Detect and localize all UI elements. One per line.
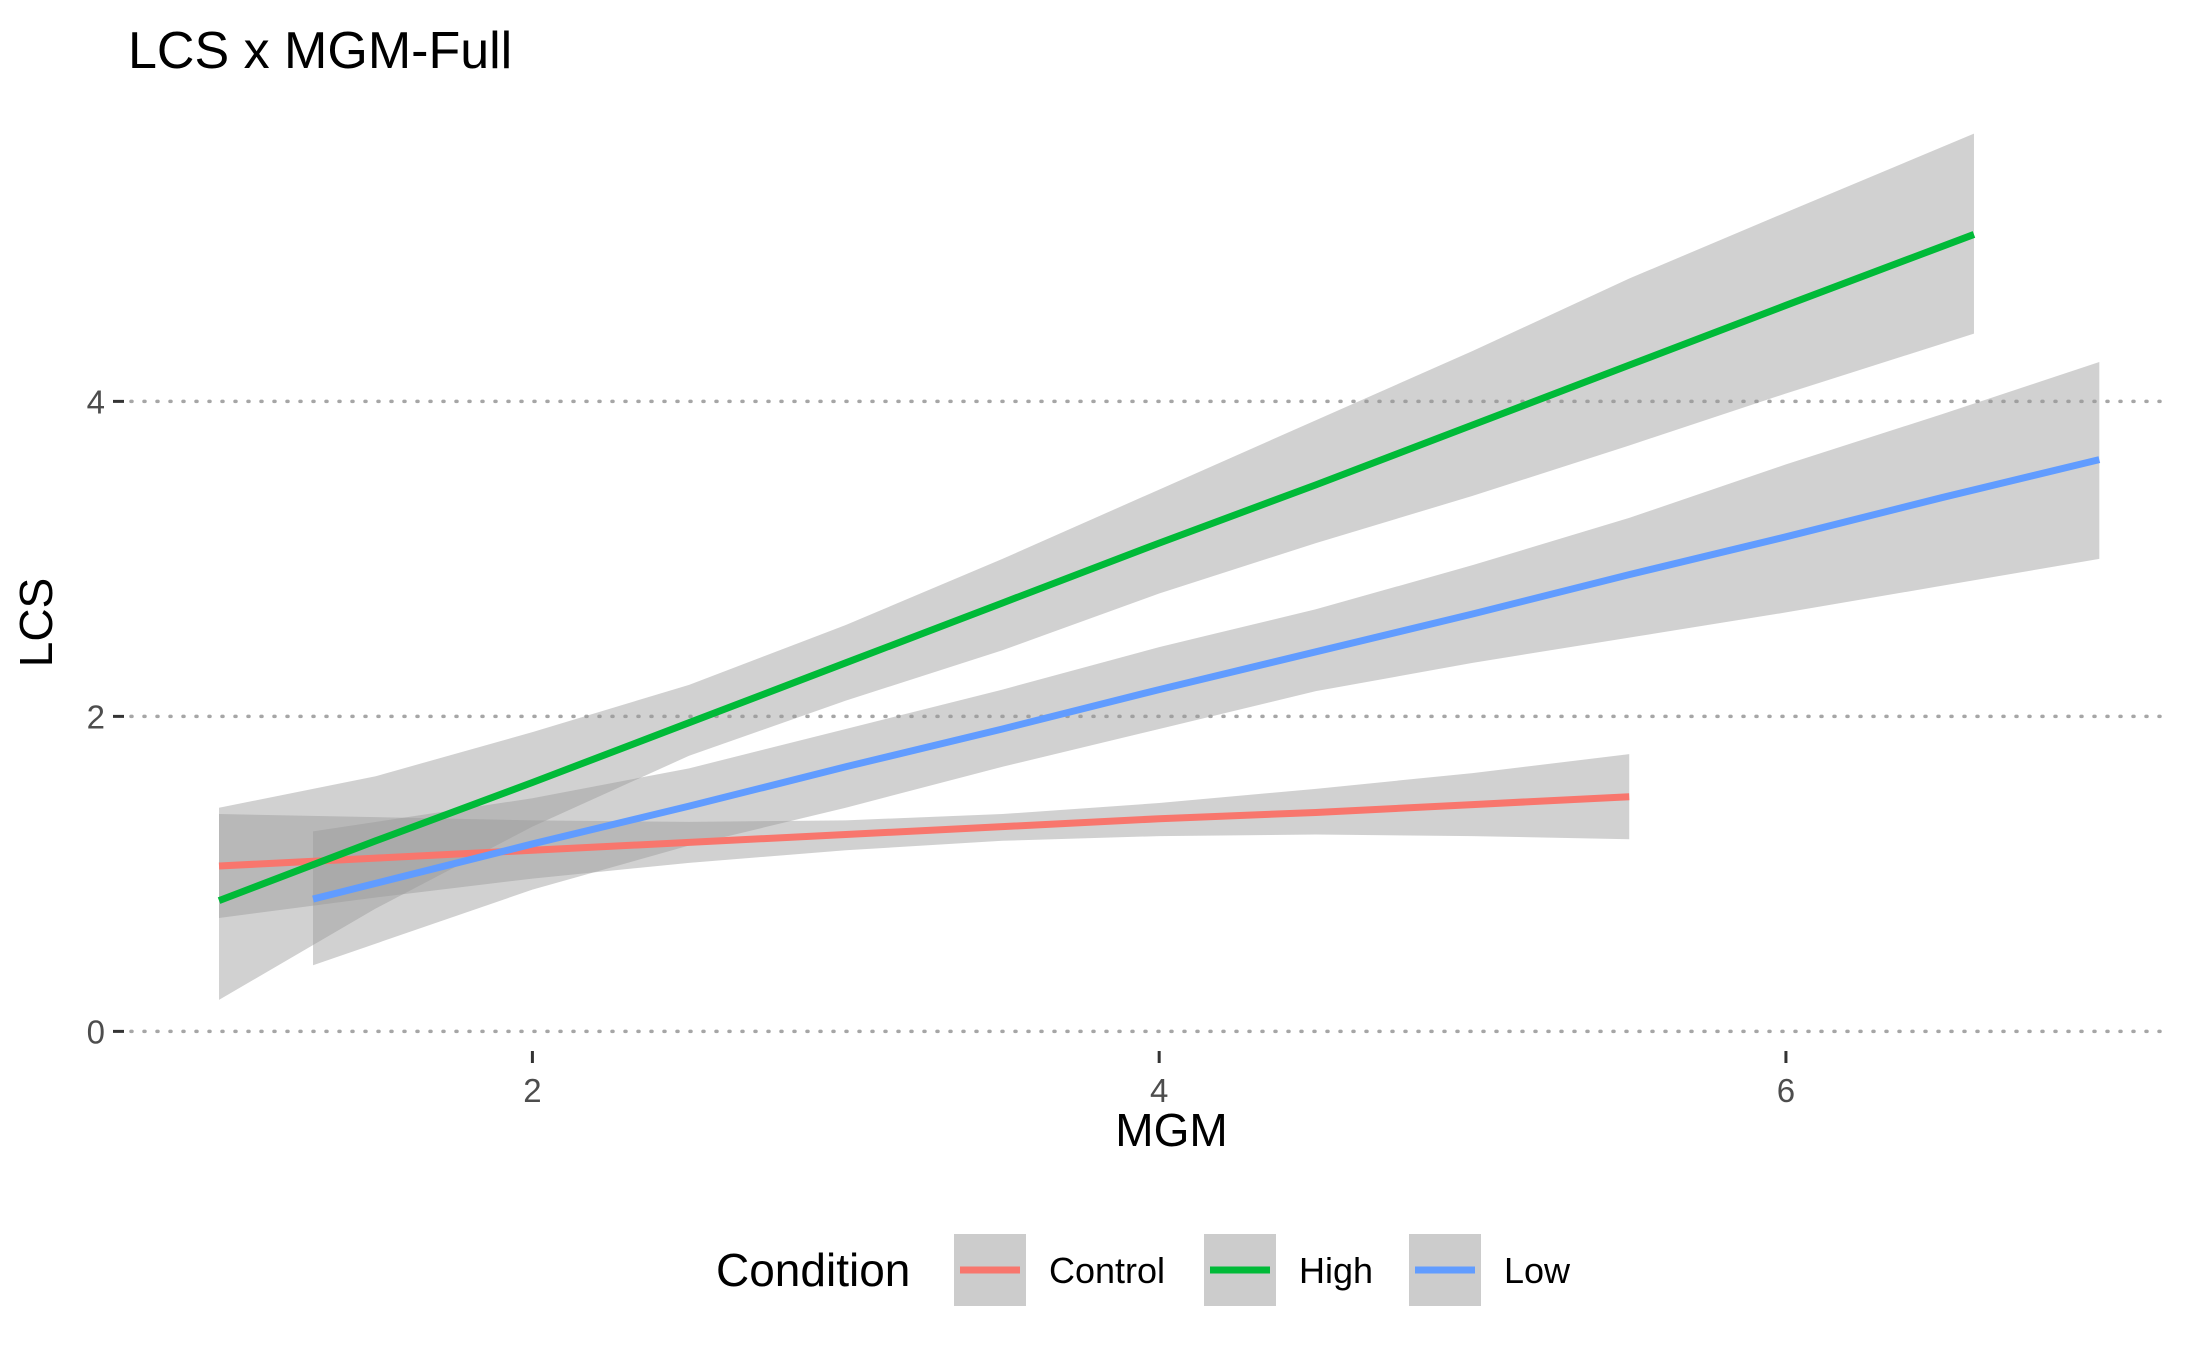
series-lines <box>217 231 2101 904</box>
y-tick-label-4: 4 <box>87 383 105 420</box>
x-tick-label-2: 2 <box>523 1072 541 1109</box>
legend-title: Condition <box>716 1244 910 1296</box>
y-tick-label-0: 0 <box>87 1013 105 1050</box>
legend-label-low: Low <box>1504 1250 1571 1291</box>
legend: Condition Control High Low <box>716 1234 1571 1306</box>
confidence-band-control <box>219 754 1630 918</box>
y-axis-title: LCS <box>10 578 62 667</box>
series-line-control <box>218 793 1630 870</box>
axes: 0 2 4 2 4 6 <box>87 383 1795 1109</box>
confidence-band-low <box>313 362 2100 966</box>
legend-label-control: Control <box>1049 1250 1165 1291</box>
x-tick-label-6: 6 <box>1777 1072 1795 1109</box>
series-line-high <box>217 231 1976 904</box>
legend-label-high: High <box>1299 1250 1373 1291</box>
x-axis-title: MGM <box>1115 1104 1227 1156</box>
chart-title: LCS x MGM-Full <box>128 22 512 80</box>
legend-item-control: Control <box>954 1234 1165 1306</box>
legend-item-low: Low <box>1409 1234 1571 1306</box>
grid <box>129 399 2164 1034</box>
series-line-low <box>312 456 2101 903</box>
y-tick-label-2: 2 <box>87 698 105 735</box>
legend-item-high: High <box>1204 1234 1373 1306</box>
confidence-bands <box>219 133 2100 1000</box>
x-tick-label-4: 4 <box>1150 1072 1168 1109</box>
